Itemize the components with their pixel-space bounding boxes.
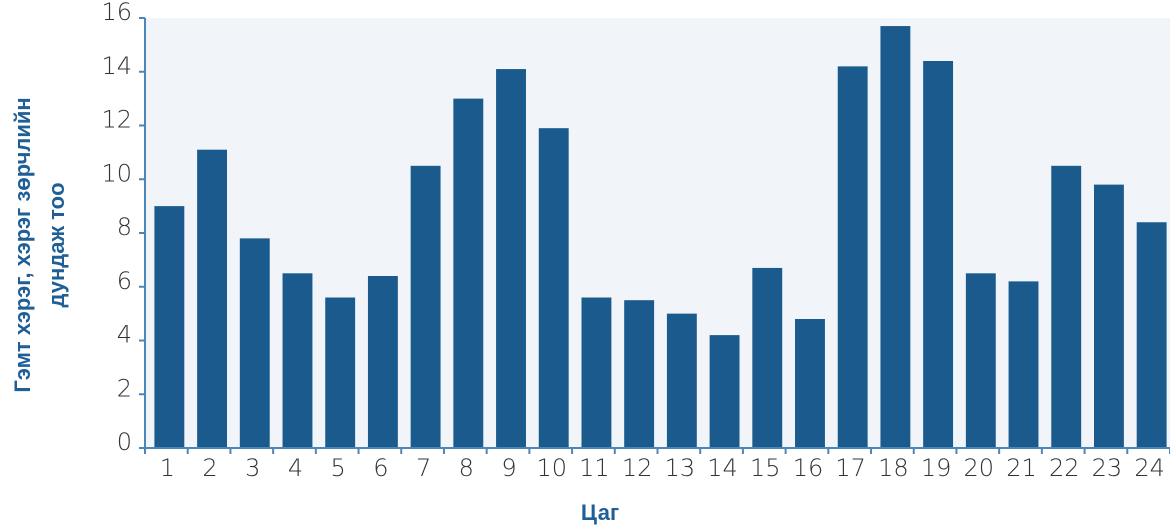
bar-16 — [795, 319, 825, 448]
x-tick-label: 8 — [459, 454, 474, 482]
x-tick-label: 2 — [202, 454, 217, 482]
x-tick-label: 20 — [964, 454, 995, 482]
bar-19 — [923, 61, 954, 448]
y-ticks-group: 0 2 4 6 8 10 12 14 16 — [101, 0, 145, 456]
x-tick-label: 9 — [501, 454, 516, 482]
x-tick-label: 1 — [160, 454, 175, 482]
bar-21 — [1008, 281, 1039, 448]
y-tick-label: 10 — [101, 159, 132, 187]
x-tick-label: 15 — [750, 454, 781, 482]
x-tick-label: 5 — [331, 454, 346, 482]
bar-5 — [325, 297, 356, 448]
bar-2 — [197, 149, 228, 448]
x-tick-label: 18 — [878, 454, 909, 482]
x-tick-label: 4 — [288, 454, 303, 482]
bar-23 — [1093, 184, 1124, 448]
x-tick-label: 10 — [536, 454, 567, 482]
x-tick-label: 6 — [373, 454, 388, 482]
y-tick-label: 0 — [117, 428, 132, 456]
bar-15 — [752, 267, 783, 448]
x-tick-label: 16 — [793, 454, 824, 482]
y-tick-label: 14 — [101, 52, 132, 80]
bar-1 — [154, 206, 185, 448]
x-tick-label: 3 — [245, 454, 260, 482]
x-tick-label: 22 — [1049, 454, 1080, 482]
x-tick-label: 17 — [835, 454, 866, 482]
y-tick-label: 6 — [117, 267, 132, 295]
bar-20 — [965, 273, 996, 448]
bar-12 — [624, 300, 655, 448]
bar-13 — [666, 313, 697, 448]
x-ticks-group: 1 2 3 4 5 6 7 8 9 10 11 12 13 14 15 16 17 18 19 20 21 22 23 24 — [144, 448, 1170, 482]
x-tick-label: 13 — [665, 454, 696, 482]
y-tick-label: 8 — [117, 213, 132, 241]
x-axis-title: Цаг — [581, 500, 619, 525]
bar-3 — [239, 238, 270, 448]
y-tick-label: 12 — [101, 106, 132, 134]
y-tick-label: 2 — [117, 374, 132, 402]
bar-10 — [538, 128, 569, 448]
bar-8 — [453, 98, 484, 448]
y-axis-title-line-1: Гэмт хэрэг, хэрэг зөрчлийн — [10, 97, 35, 392]
y-tick-label: 4 — [117, 321, 132, 349]
bar-4 — [282, 273, 313, 448]
y-tick-label: 16 — [101, 0, 132, 26]
bars-group — [154, 26, 1167, 448]
bar-22 — [1051, 165, 1082, 448]
x-tick-label: 21 — [1006, 454, 1037, 482]
x-tick-label: 19 — [921, 454, 952, 482]
bar-6 — [367, 276, 398, 448]
x-tick-label: 23 — [1092, 454, 1123, 482]
y-axis-title-line-2: дундаж тоо — [44, 182, 69, 307]
bar-9 — [496, 69, 526, 448]
plot-area — [145, 18, 1170, 447]
bar-18 — [880, 26, 911, 448]
bar-17 — [837, 66, 868, 448]
x-tick-label: 14 — [707, 454, 738, 482]
bar-7 — [410, 165, 441, 448]
x-tick-label: 24 — [1134, 454, 1165, 482]
bar-11 — [581, 297, 612, 448]
bar-14 — [709, 335, 740, 448]
x-tick-label: 11 — [579, 454, 610, 482]
bar-24 — [1136, 222, 1167, 448]
x-tick-label: 7 — [416, 454, 431, 482]
x-tick-label: 12 — [622, 454, 653, 482]
